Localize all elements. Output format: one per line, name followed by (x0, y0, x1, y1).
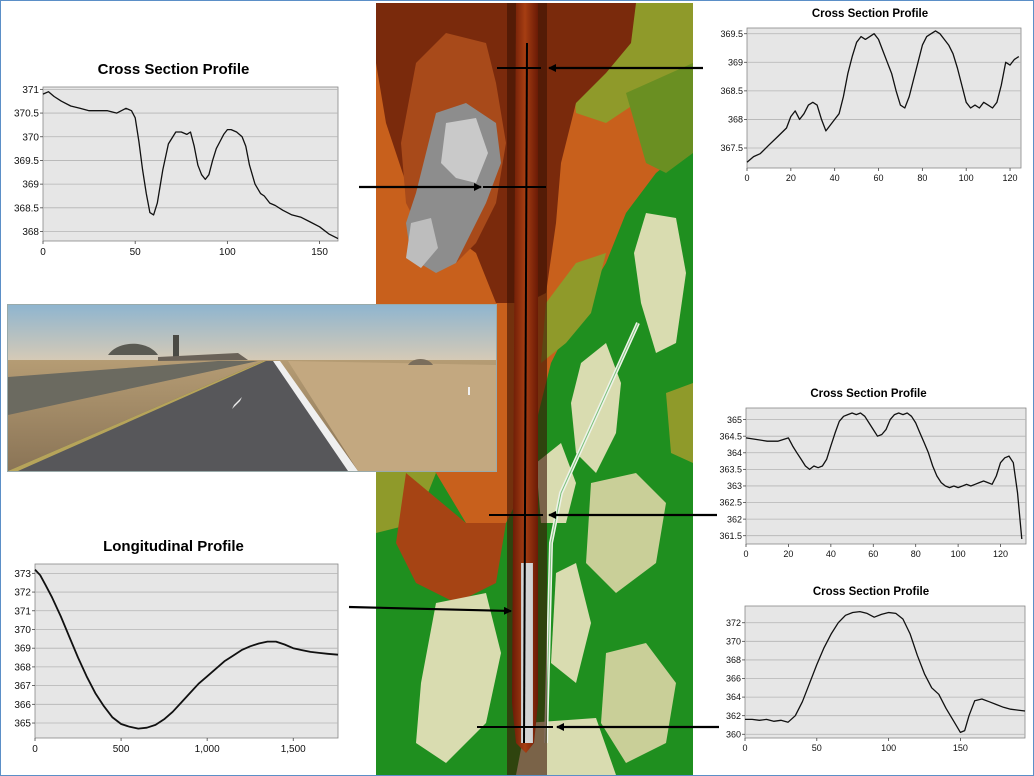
plot-area (746, 27, 1022, 169)
y-tick-label: 364.5 (719, 431, 742, 441)
x-tick-label: 20 (783, 549, 793, 559)
x-tick-label: 100 (881, 743, 896, 753)
y-tick-label: 368 (728, 115, 743, 125)
plot-area (34, 563, 339, 739)
y-tick-label: 370 (726, 636, 741, 646)
x-tick-label: 40 (830, 173, 840, 183)
x-tick-label: 1,000 (195, 744, 220, 755)
x-tick-label: 50 (130, 247, 142, 258)
profile-line (34, 568, 339, 730)
chart-title: Longitudinal Profile (103, 538, 244, 555)
x-tick-label: 0 (743, 549, 748, 559)
arrow-longitudinal (348, 605, 512, 615)
y-tick-label: 372 (726, 618, 741, 628)
road-photo (7, 304, 497, 472)
y-tick-label: 367.5 (720, 143, 743, 153)
y-tick-label: 368 (14, 662, 31, 673)
y-tick-label: 364 (726, 692, 741, 702)
x-tick-label: 120 (1003, 173, 1018, 183)
x-tick-label: 0 (742, 743, 747, 753)
x-tick-label: 80 (911, 549, 921, 559)
x-tick-label: 100 (219, 247, 236, 258)
chart-svg: 368 368.5 369 369.5 370 370.5 371 0 50 100 150 (14, 85, 339, 258)
x-tick-label: 150 (311, 247, 328, 258)
y-tick-label: 369 (22, 180, 39, 191)
y-tick-label: 369.5 (14, 156, 39, 167)
y-tick-label: 370.5 (14, 109, 39, 120)
y-tick-label: 371 (14, 606, 31, 617)
y-tick-label: 364 (727, 448, 742, 458)
chart-title: Cross Section Profile (810, 388, 927, 400)
chart-svg: 361.5 362 362.5 363 363.5 364 364.5 365 0 20 40 60 8… (719, 407, 1027, 559)
x-tick-label: 0 (744, 173, 749, 183)
chart-svg: 360 362 364 366 368 370 372 0 50 100 150 (726, 605, 1026, 753)
y-tick-label: 368 (22, 227, 39, 238)
chart-longitudinal-profile: Longitudinal Profile 365 366 367 368 369 370 3… (1, 538, 346, 758)
x-tick-label: 60 (868, 549, 878, 559)
y-tick-label: 363.5 (719, 465, 742, 475)
y-tick-label: 370 (22, 132, 39, 143)
elevation-raster-map (376, 3, 693, 775)
chart-cross-section-bottom-right: Cross Section Profile 360 362 364 366 368 370… (711, 586, 1031, 758)
chart-cross-section-top-left: Cross Section Profile 368 368.5 369 369.5 37… (1, 61, 346, 261)
profile-line (745, 610, 1026, 734)
plot-area (745, 407, 1027, 545)
x-tick-label: 80 (917, 173, 927, 183)
y-tick-label: 369 (728, 57, 743, 67)
chart-title: Cross Section Profile (811, 8, 929, 20)
y-tick-label: 365 (14, 719, 31, 730)
y-tick-label: 368.5 (720, 86, 743, 96)
x-tick-label: 20 (786, 173, 796, 183)
y-tick-label: 369 (14, 644, 31, 655)
y-tick-label: 360 (726, 729, 741, 739)
chart-svg: 367.5 368 368.5 369 369.5 0 20 40 60 80 100 120 (720, 27, 1022, 183)
y-tick-label: 369.5 (720, 29, 743, 39)
y-tick-label: 372 (14, 588, 31, 599)
chart-cross-section-top-right: Cross Section Profile 367.5 368 368.5 369 36… (711, 8, 1029, 188)
x-tick-label: 60 (874, 173, 884, 183)
y-tick-label: 370 (14, 625, 31, 636)
x-tick-label: 0 (32, 744, 38, 755)
y-tick-label: 363 (727, 481, 742, 491)
x-tick-label: 500 (113, 744, 130, 755)
y-tick-label: 368 (726, 655, 741, 665)
y-tick-label: 367 (14, 681, 31, 692)
x-tick-label: 40 (826, 549, 836, 559)
y-tick-label: 373 (14, 569, 31, 580)
y-tick-label: 362.5 (719, 498, 742, 508)
x-tick-label: 0 (40, 247, 46, 258)
x-tick-label: 100 (959, 173, 974, 183)
profile-line (745, 412, 1023, 540)
chart-title: Cross Section Profile (812, 586, 930, 598)
x-tick-label: 120 (993, 549, 1008, 559)
y-tick-label: 371 (22, 85, 39, 96)
x-tick-label: 1,500 (281, 744, 306, 755)
y-tick-label: 362 (726, 711, 741, 721)
chart-svg: 365 366 367 368 369 370 371 372 373 0 500 1,000 1,50… (14, 563, 339, 755)
x-tick-label: 50 (812, 743, 822, 753)
y-tick-label: 366 (14, 700, 31, 711)
y-tick-label: 366 (726, 674, 741, 684)
chart-title: Cross Section Profile (97, 61, 250, 78)
x-tick-label: 100 (951, 549, 966, 559)
chart-cross-section-mid-right: Cross Section Profile 361.5 362 362.5 363 36… (706, 388, 1031, 564)
y-tick-label: 365 (727, 415, 742, 425)
x-tick-label: 150 (953, 743, 968, 753)
y-tick-label: 362 (727, 514, 742, 524)
profile-line (42, 91, 339, 240)
y-tick-label: 368.5 (14, 203, 39, 214)
profile-line (746, 30, 1020, 163)
y-tick-label: 361.5 (719, 531, 742, 541)
